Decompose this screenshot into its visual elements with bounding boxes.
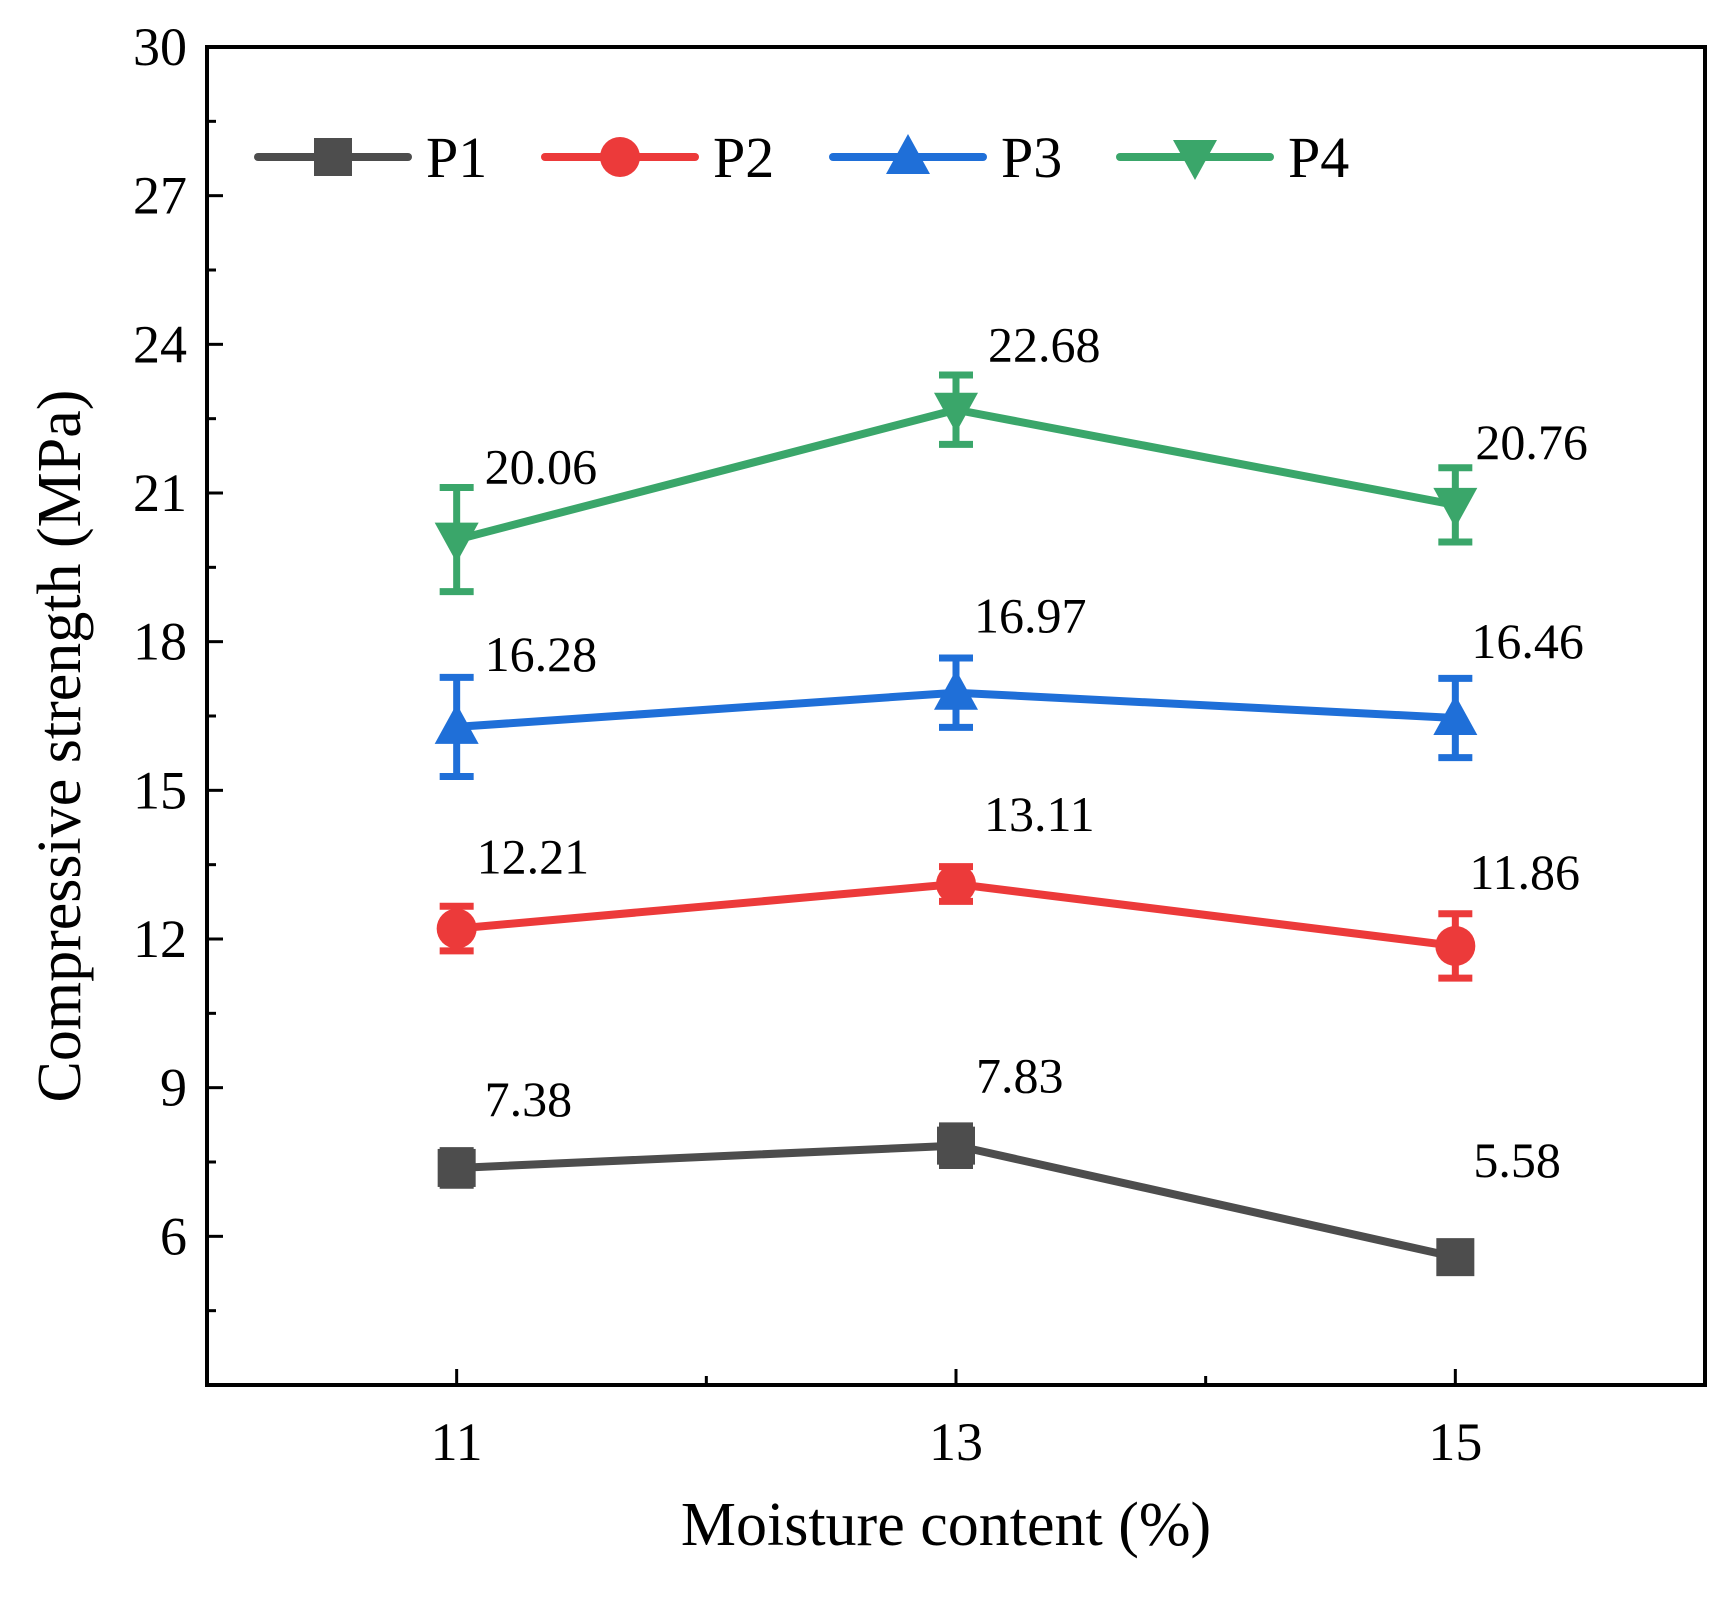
legend-marker — [600, 137, 640, 177]
data-point-p3 — [934, 669, 978, 710]
data-point-p1 — [937, 1126, 975, 1165]
data-label-p1: 5.58 — [1473, 1132, 1561, 1188]
data-point-p4 — [434, 522, 479, 563]
data-label-p4: 20.76 — [1475, 414, 1588, 470]
legend-label: P3 — [1001, 125, 1062, 190]
legend-item-p4: P4 — [1116, 125, 1349, 190]
x-tick-label: 13 — [929, 1412, 983, 1472]
y-axis-title: Compressive strength (MPa) — [26, 390, 94, 1103]
legend-marker — [886, 134, 930, 174]
y-tick-label: 6 — [160, 1206, 187, 1266]
legend-label: P2 — [713, 125, 774, 190]
y-tick-label: 15 — [133, 760, 187, 820]
data-point-p2 — [1435, 925, 1476, 966]
data-point-p2 — [436, 908, 477, 949]
y-tick-label: 9 — [160, 1058, 187, 1118]
data-label-p4: 22.68 — [988, 317, 1101, 373]
data-label-p3: 16.97 — [974, 588, 1087, 644]
data-point-p1 — [1436, 1238, 1475, 1277]
x-axis-title: Moisture content (%) — [681, 1491, 1211, 1559]
legend-marker — [314, 138, 352, 176]
legend-item-p1: P1 — [254, 125, 487, 190]
y-tick-label: 27 — [133, 166, 187, 226]
y-tick-label: 30 — [133, 17, 187, 77]
data-point-p4 — [1433, 487, 1478, 528]
series-p2 — [436, 863, 1476, 982]
legend-label: P1 — [426, 125, 487, 190]
y-tick-label: 24 — [133, 314, 187, 374]
data-point-p4 — [934, 392, 978, 433]
data-label-p1: 7.83 — [976, 1048, 1064, 1104]
data-point-p3 — [1433, 694, 1478, 735]
series-p3 — [434, 654, 1478, 780]
y-tick-label: 12 — [133, 909, 187, 969]
data-label-p4: 20.06 — [485, 439, 597, 495]
series-p4 — [434, 371, 1478, 596]
legend-item-p3: P3 — [829, 125, 1062, 190]
series-p1 — [437, 1122, 1475, 1277]
legend-item-p2: P2 — [541, 125, 774, 190]
data-label-p2: 13.11 — [984, 786, 1095, 842]
y-tick-label: 18 — [133, 612, 187, 672]
x-tick-label: 11 — [431, 1412, 483, 1472]
legend-label: P4 — [1288, 125, 1349, 190]
data-point-p2 — [936, 863, 976, 904]
data-label-p3: 16.46 — [1471, 613, 1584, 669]
data-label-p2: 11.86 — [1469, 844, 1580, 900]
data-label-p3: 16.28 — [485, 626, 597, 682]
data-point-p1 — [437, 1148, 476, 1187]
data-label-p1: 7.38 — [485, 1071, 572, 1127]
legend-marker — [1173, 140, 1217, 180]
data-point-p3 — [434, 703, 479, 744]
y-tick-label: 21 — [133, 463, 187, 523]
data-label-p2: 12.21 — [477, 829, 589, 885]
x-tick-label: 15 — [1428, 1412, 1482, 1472]
